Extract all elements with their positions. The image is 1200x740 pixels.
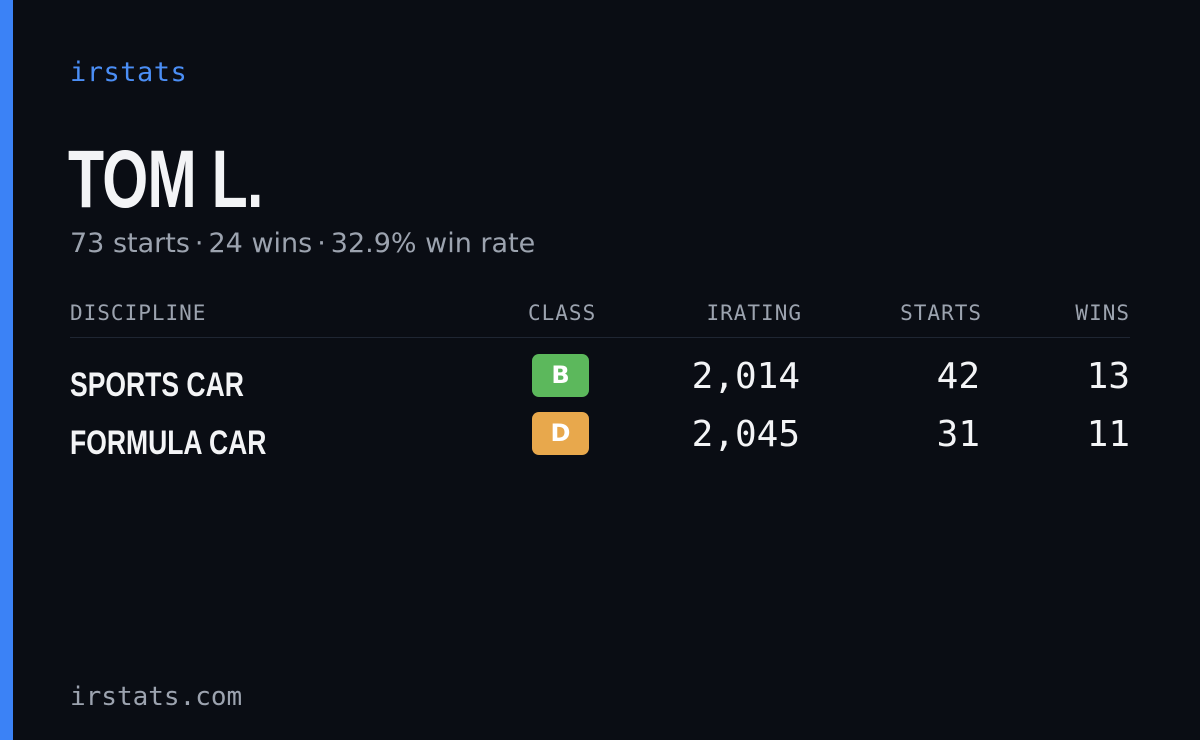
table-row: SPORTS CAR B 2,014 42 13 (70, 354, 1130, 404)
header-wins: WINS (1075, 301, 1130, 325)
summary-starts: 73 starts (70, 228, 190, 259)
summary-wins: 24 wins (208, 228, 313, 259)
header-discipline: DISCIPLINE (70, 301, 207, 325)
table-divider (70, 337, 1130, 338)
summary-separator: · (194, 228, 204, 259)
header-starts: STARTS (900, 301, 982, 325)
header-irating: IRATING (706, 301, 802, 325)
class-badge: B (532, 354, 589, 397)
accent-bar (0, 0, 13, 740)
row-discipline: FORMULA CAR (70, 424, 267, 462)
header-class: CLASS (528, 301, 597, 325)
driver-name: TOM L. (68, 134, 263, 225)
row-starts: 42 (936, 356, 980, 397)
footer-url[interactable]: irstats.com (70, 682, 243, 712)
row-wins: 13 (1086, 356, 1130, 397)
row-starts: 31 (936, 414, 980, 455)
driver-summary: 73 starts · 24 wins · 32.9% win rate (70, 226, 535, 262)
row-wins: 11 (1086, 414, 1130, 455)
row-irating: 2,014 (691, 356, 800, 397)
row-irating: 2,045 (691, 414, 800, 455)
summary-separator: · (317, 228, 326, 259)
stats-table-header: DISCIPLINE CLASS IRATING STARTS WINS (70, 298, 1130, 328)
summary-win-rate: 32.9% win rate (330, 228, 536, 259)
table-row: FORMULA CAR D 2,045 31 11 (70, 412, 1130, 462)
class-badge: D (532, 412, 589, 455)
row-discipline: SPORTS CAR (70, 366, 244, 404)
brand-logo[interactable]: irstats (70, 57, 188, 88)
